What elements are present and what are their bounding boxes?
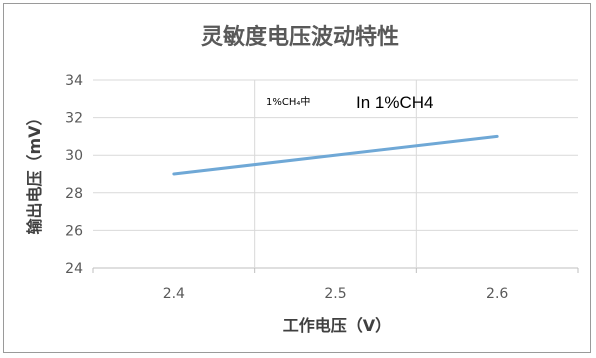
grid xyxy=(92,79,579,273)
y-tick-labels: 24 26 28 30 32 34 xyxy=(65,73,83,277)
x-tick-label: 2.6 xyxy=(486,286,508,302)
y-tick-label: 30 xyxy=(65,148,83,164)
chart-title: 灵敏度电压波动特性 xyxy=(201,24,399,50)
x-tick-labels: 2.4 2.5 2.6 xyxy=(163,286,509,302)
x-axis-title: 工作电压（V） xyxy=(283,316,391,335)
annotation-chinese: 1%CH₄中 xyxy=(266,95,310,108)
chart-frame xyxy=(3,3,591,353)
x-tick-label: 2.4 xyxy=(163,286,185,302)
y-tick-label: 26 xyxy=(65,223,83,239)
y-tick-label: 28 xyxy=(65,186,83,202)
series xyxy=(172,134,499,176)
x-tick-label: 2.5 xyxy=(324,286,346,302)
y-tick-label: 34 xyxy=(65,73,83,89)
y-tick-label: 32 xyxy=(65,111,83,127)
y-tick-label: 24 xyxy=(65,261,83,277)
annotation-english: In 1%CH4 xyxy=(356,93,433,112)
series-line xyxy=(172,134,499,176)
y-axis-title: 输出电压（mV） xyxy=(25,109,44,234)
